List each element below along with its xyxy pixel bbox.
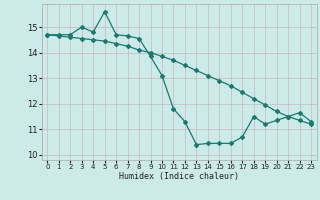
- X-axis label: Humidex (Indice chaleur): Humidex (Indice chaleur): [119, 172, 239, 181]
